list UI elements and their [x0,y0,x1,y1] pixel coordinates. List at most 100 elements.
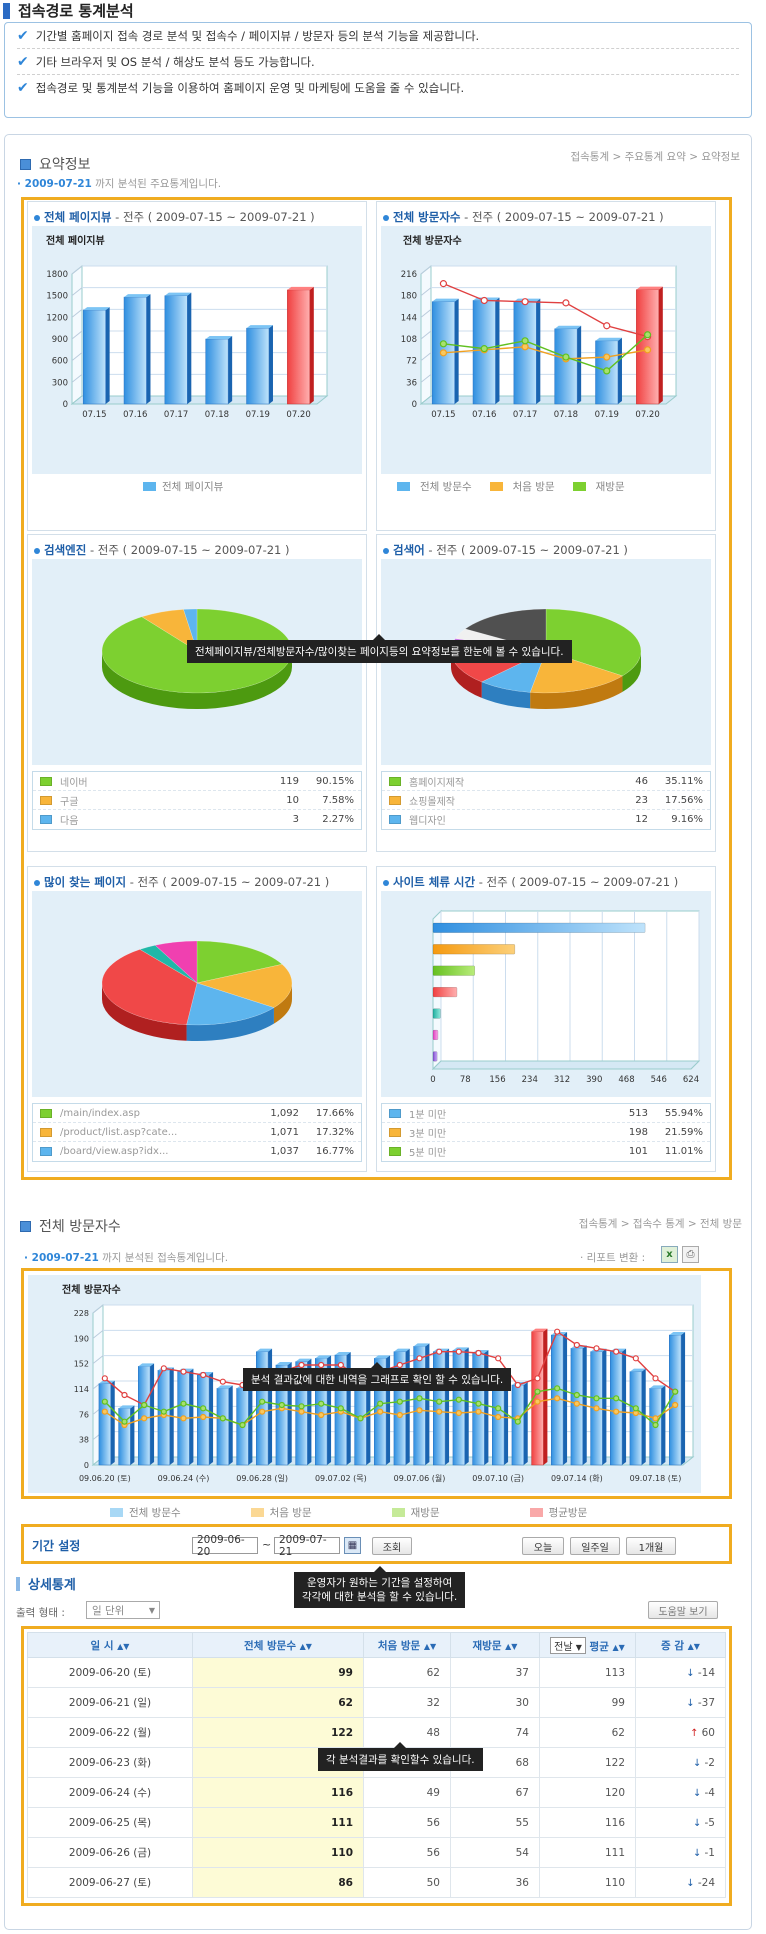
col-avg[interactable]: 전날 ▼ 평균 ▲▼ [539,1632,636,1658]
arrow-down-icon: ↓ [686,1697,698,1709]
data-point [480,345,488,353]
arrow-down-icon: ↓ [692,1757,705,1769]
col-first[interactable]: 처음 방문 ▲▼ [363,1632,451,1658]
arrow-down-icon: ↓ [692,1787,705,1799]
cell-avg: 113 [539,1657,636,1688]
gridline [420,373,432,383]
bar-top [124,294,151,298]
bar-side [309,286,314,404]
bar [164,295,188,405]
data-point [495,1355,502,1362]
visitors-date-hint: · 2009-07-21 까지 분석된 접속통계입니다. [24,1252,229,1264]
cell-total: 86 [192,1867,364,1898]
data-point [377,1400,384,1407]
y-tick-label: 0 [84,1461,89,1470]
data-point [632,1355,639,1362]
dot-icon [34,547,40,554]
bar-side [425,1343,430,1465]
cell-date: 2009-06-26 (금) [27,1837,193,1868]
col-total[interactable]: 전체 방문수 ▲▼ [192,1632,364,1658]
dot-icon [34,214,40,221]
sort-icon: ▲▼ [117,1641,130,1651]
y-tick-label: 1200 [46,313,68,323]
cell-total: 62 [192,1687,364,1718]
visitors-panel: 전체 방문자수 - 전주 ( 2009-07-15 ~ 2009-07-21 )… [376,201,716,531]
col-date[interactable]: 일 시 ▲▼ [27,1632,193,1658]
today-button[interactable]: 오늘 [522,1537,564,1555]
data-point [298,1403,305,1410]
data-point [562,299,570,307]
pie-slice-side [530,675,623,709]
bar-top [413,1343,430,1347]
data-point [475,1408,482,1415]
bar-top [256,1348,273,1352]
bar [82,309,106,405]
data-point [534,1375,541,1382]
x-tick-label: 546 [651,1075,667,1085]
x-tick-label: 624 [683,1075,699,1085]
check-icon: ✔ [17,27,29,44]
x-tick-label: 09.06.20 (토) [79,1474,131,1483]
week-button[interactable]: 일주일 [570,1537,620,1555]
section-bullet-icon [20,158,31,170]
cell-delta: ↓ -14 [635,1657,726,1688]
bar-top [636,286,663,290]
data-point [278,1401,285,1409]
arrow-down-icon: ↓ [692,1817,705,1829]
sort-icon: ▲▼ [423,1641,437,1651]
excel-export-icon[interactable]: x [661,1246,678,1263]
bar [432,987,458,998]
date-to-input[interactable]: 2009-07-21 [274,1534,340,1558]
data-point [259,1408,266,1415]
data-point [603,367,611,375]
cell-delta: ↓ -5 [635,1807,726,1838]
data-point [475,1349,482,1357]
bar-top [595,337,622,341]
pie-slice-side [481,681,531,709]
bar-top [531,1328,548,1332]
bar-top [374,1355,391,1359]
search-button[interactable]: 조회 [372,1537,412,1555]
gridline [420,265,432,275]
data-point [298,1408,305,1415]
y-tick-label: 300 [52,378,68,388]
data-point [613,1408,620,1415]
print-icon[interactable]: ⎙ [682,1246,699,1263]
data-point [521,298,529,306]
detail-table-box: 일 시 ▲▼ 전체 방문수 ▲▼ 처음 방문 ▲▼ 재방문 ▲▼ 전날 ▼ 평균… [21,1626,732,1906]
data-point [436,1408,443,1415]
col-revisit[interactable]: 재방문 ▲▼ [450,1632,540,1658]
data-point [603,353,611,361]
col-delta[interactable]: 증 감 ▲▼ [635,1632,726,1658]
table-row: 2009-06-25 (목) 111 56 55 116 ↓ -5 [27,1807,726,1838]
compare-select[interactable]: 전날 ▼ [550,1636,586,1654]
calendar-icon[interactable]: ▦ [344,1537,361,1554]
pie-slice-side [451,651,482,698]
month-button[interactable]: 1개월 [626,1537,676,1555]
data-point [455,1409,462,1417]
x-tick-label: 07.15 [82,410,106,420]
data-point [396,1361,403,1369]
cell-first: 62 [363,1657,451,1688]
data-point [593,1395,600,1402]
cell-delta: ↓ -4 [635,1777,726,1808]
gridline [71,352,83,362]
pie-slice-side [273,983,293,1024]
date-from-input[interactable]: 2009-06-20 [192,1534,258,1558]
bar-top [164,292,192,296]
bar-top [118,1405,135,1409]
arrow-down-icon: ↓ [686,1667,698,1679]
bar-side [523,1382,528,1465]
help-button[interactable]: 도움말 보기 [648,1601,718,1619]
cell-first: 50 [363,1867,451,1898]
x-tick-label: 07.17 [513,410,537,420]
cell-avg: 122 [539,1747,636,1778]
y-tick-label: 1500 [46,292,68,302]
y-tick-label: 1800 [46,270,68,280]
pie-slice [196,940,283,984]
data-point [603,322,611,330]
bar [287,289,311,405]
format-select[interactable]: 일 단위 ▼ [86,1601,160,1619]
cell-re: 67 [450,1777,540,1808]
data-point [439,280,448,288]
